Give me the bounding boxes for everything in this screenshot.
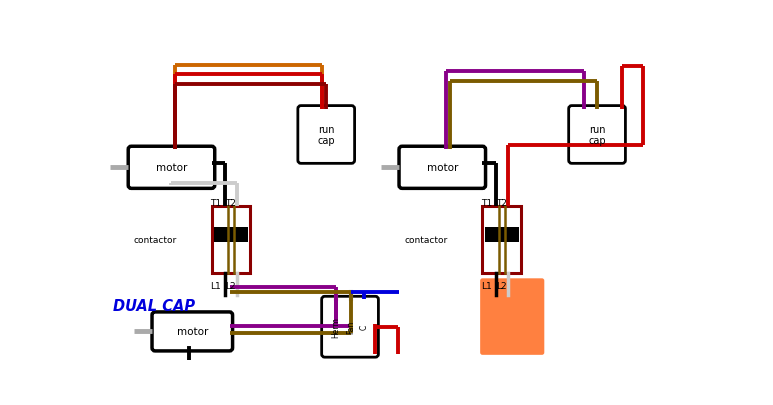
Text: T2: T2 bbox=[496, 198, 507, 207]
Text: run
cap: run cap bbox=[588, 124, 606, 146]
Text: motor: motor bbox=[176, 326, 208, 337]
Text: L1: L1 bbox=[482, 282, 492, 291]
FancyBboxPatch shape bbox=[128, 147, 215, 189]
Bar bbox=[212, 206, 250, 273]
Text: run
cap: run cap bbox=[318, 124, 335, 146]
FancyBboxPatch shape bbox=[480, 279, 544, 355]
Text: motor: motor bbox=[156, 163, 187, 173]
FancyBboxPatch shape bbox=[152, 312, 233, 351]
FancyBboxPatch shape bbox=[322, 296, 379, 357]
Text: motor: motor bbox=[427, 163, 458, 173]
Text: Herm: Herm bbox=[332, 317, 340, 337]
Text: contactor: contactor bbox=[134, 235, 177, 244]
FancyBboxPatch shape bbox=[298, 107, 355, 164]
Bar bbox=[482, 206, 521, 273]
Bar bbox=[485, 228, 519, 242]
Text: T2: T2 bbox=[225, 198, 237, 207]
FancyBboxPatch shape bbox=[569, 107, 625, 164]
Text: DUAL CAP: DUAL CAP bbox=[114, 298, 196, 313]
FancyBboxPatch shape bbox=[399, 147, 485, 189]
Text: L1: L1 bbox=[210, 282, 221, 291]
Text: Fan: Fan bbox=[346, 320, 356, 334]
Text: T1: T1 bbox=[210, 198, 221, 207]
Text: contactor: contactor bbox=[405, 235, 448, 244]
Text: L2: L2 bbox=[226, 282, 236, 291]
Text: C: C bbox=[359, 324, 369, 330]
Text: T1: T1 bbox=[481, 198, 492, 207]
Bar bbox=[214, 228, 248, 242]
Text: L2: L2 bbox=[496, 282, 507, 291]
